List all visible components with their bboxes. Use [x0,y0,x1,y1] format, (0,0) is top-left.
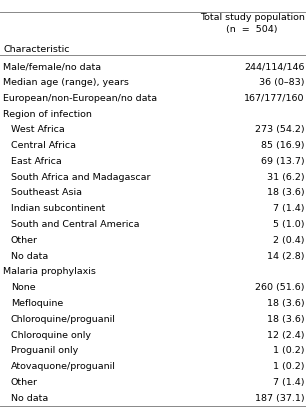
Text: Characteristic: Characteristic [3,45,69,54]
Text: 7 (1.4): 7 (1.4) [273,378,304,387]
Text: 260 (51.6): 260 (51.6) [255,283,304,292]
Text: Atovaquone/proguanil: Atovaquone/proguanil [11,362,116,371]
Text: Median age (range), years: Median age (range), years [3,78,129,87]
Text: 1 (0.2): 1 (0.2) [273,346,304,356]
Text: Other: Other [11,378,38,387]
Text: Region of infection: Region of infection [3,109,92,118]
Text: 18 (3.6): 18 (3.6) [267,315,304,324]
Text: Southeast Asia: Southeast Asia [11,189,82,197]
Text: 273 (54.2): 273 (54.2) [255,125,304,134]
Text: East Africa: East Africa [11,157,62,166]
Text: 12 (2.4): 12 (2.4) [267,330,304,339]
Text: 187 (37.1): 187 (37.1) [255,394,304,403]
Text: Male/female/no data: Male/female/no data [3,62,101,71]
Text: 5 (1.0): 5 (1.0) [273,220,304,229]
Text: 167/177/160: 167/177/160 [244,94,304,103]
Text: Mefloquine: Mefloquine [11,299,63,308]
Text: Central Africa: Central Africa [11,141,76,150]
Text: No data: No data [11,252,48,261]
Text: Chloroquine/proguanil: Chloroquine/proguanil [11,315,116,324]
Text: Malaria prophylaxis: Malaria prophylaxis [3,268,96,276]
Text: Chloroquine only: Chloroquine only [11,330,91,339]
Text: South Africa and Madagascar: South Africa and Madagascar [11,173,150,182]
Text: 18 (3.6): 18 (3.6) [267,189,304,197]
Text: 69 (13.7): 69 (13.7) [261,157,304,166]
Text: 14 (2.8): 14 (2.8) [267,252,304,261]
Text: Indian subcontinent: Indian subcontinent [11,204,105,213]
Text: 1 (0.2): 1 (0.2) [273,362,304,371]
Text: Proguanil only: Proguanil only [11,346,78,356]
Text: 36 (0–83): 36 (0–83) [259,78,304,87]
Text: 7 (1.4): 7 (1.4) [273,204,304,213]
Text: Total study population
(n  =  504): Total study population (n = 504) [200,13,304,34]
Text: None: None [11,283,35,292]
Text: Other: Other [11,236,38,245]
Text: 18 (3.6): 18 (3.6) [267,299,304,308]
Text: South and Central America: South and Central America [11,220,139,229]
Text: 244/114/146: 244/114/146 [244,62,304,71]
Text: European/non-European/no data: European/non-European/no data [3,94,157,103]
Text: West Africa: West Africa [11,125,65,134]
Text: 31 (6.2): 31 (6.2) [267,173,304,182]
Text: No data: No data [11,394,48,403]
Text: 2 (0.4): 2 (0.4) [273,236,304,245]
Text: 85 (16.9): 85 (16.9) [261,141,304,150]
